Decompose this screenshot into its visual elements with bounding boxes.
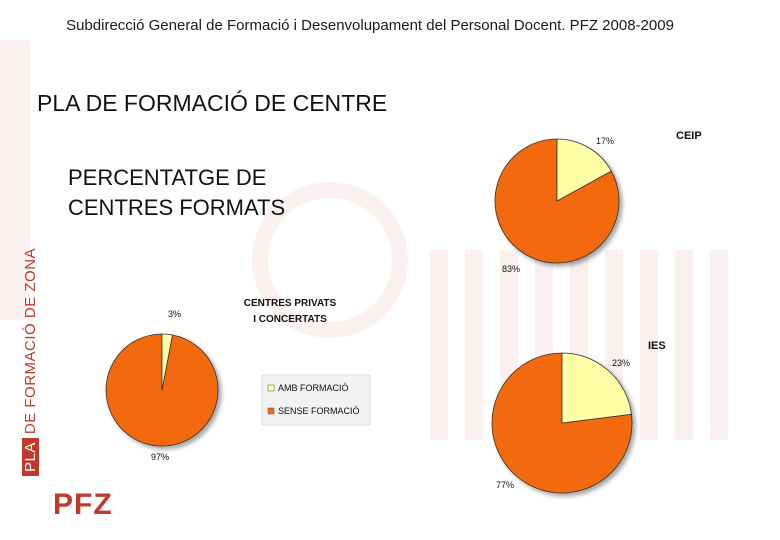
legend-swatch-sense-formacio (267, 407, 275, 415)
pie-chart-ies: IES 23% 77% (491, 340, 666, 494)
pie-label-amb-formacio-ceip: 17% (596, 136, 614, 146)
pfz-logo: PFZ (53, 488, 113, 521)
pie-label-amb-formacio-privats: 3% (168, 309, 181, 319)
pie-label-sense-formacio-privats: 97% (151, 452, 169, 462)
pie-chart-ceip: CEIP 17% 83% (494, 130, 702, 274)
pie-slice-amb-formacio-ceip (556, 138, 612, 202)
pie-title-ies: IES (648, 340, 666, 352)
subtitle-line-1: PERCENTATGE DE (68, 165, 267, 190)
header-text: Subdirecció General de Formació i Desenv… (66, 17, 674, 34)
pie-title-privats-line1: CENTRES PRIVATS (244, 298, 337, 309)
pie-label-sense-formacio-ceip: 83% (502, 264, 520, 274)
pie-title-privats-line2: I CONCERTATS (253, 314, 327, 325)
legend-swatch-amb-formacio (267, 384, 275, 392)
legend-label-sense-formacio: SENSE FORMACIÓ (278, 406, 360, 416)
pie-label-sense-formacio-ies: 77% (496, 480, 514, 490)
subtitle-line-2: CENTRES FORMATS (68, 195, 286, 220)
legend-panel (261, 374, 371, 426)
page-title: PLA DE FORMACIÓ DE CENTRE (37, 90, 388, 116)
pie-legend: AMB FORMACIÓ SENSE FORMACIÓ (261, 374, 371, 426)
pie-slice-amb-formacio-ies (561, 352, 632, 424)
pie-label-amb-formacio-ies: 23% (612, 358, 630, 368)
pie-title-ceip: CEIP (676, 130, 702, 142)
legend-label-amb-formacio: AMB FORMACIÓ (278, 383, 349, 393)
pie-slice-amb-formacio-privats (161, 333, 173, 391)
pie-chart-centres-privats: CENTRES PRIVATS I CONCERTATS 3% 97% AMB … (105, 298, 371, 462)
slide-subtitle: PERCENTATGE DE CENTRES FORMATS (68, 163, 388, 223)
